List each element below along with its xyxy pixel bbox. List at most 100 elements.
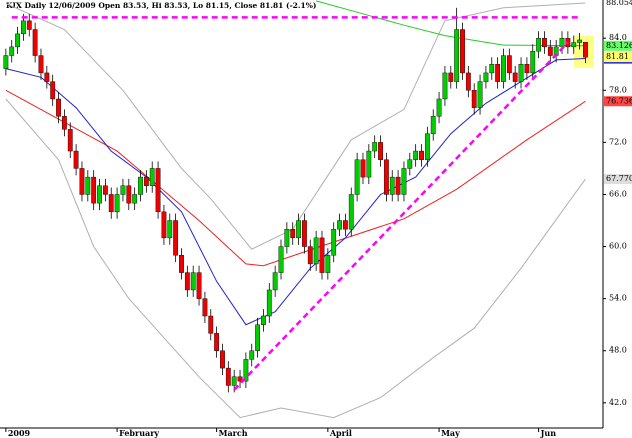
x-tick-label: March	[219, 428, 248, 438]
candle-body	[214, 333, 220, 351]
candle-body	[255, 324, 260, 351]
candle-body	[518, 64, 524, 82]
candle-body	[477, 81, 483, 108]
candle-body	[290, 228, 296, 239]
candle-body	[184, 272, 190, 291]
candle-body	[50, 81, 56, 100]
y-tick-label: 72.0	[609, 137, 627, 146]
candle-body	[483, 72, 489, 82]
candle-body	[407, 159, 413, 169]
candle-body	[401, 168, 407, 195]
indicator-line	[315, 0, 586, 47]
candle-body	[196, 272, 202, 299]
candle-body	[85, 176, 91, 195]
candle-body	[442, 72, 448, 100]
candle-body	[489, 64, 495, 74]
candle-body	[126, 185, 132, 204]
candle-body	[354, 159, 360, 195]
candle-body	[448, 72, 454, 82]
candle-body	[547, 46, 553, 56]
candle-body	[79, 168, 85, 195]
candle-body	[524, 64, 530, 74]
price-tag: 67.7709	[606, 174, 632, 183]
indicator-line	[5, 98, 586, 419]
candle-body	[15, 33, 20, 48]
candle-body	[249, 350, 255, 360]
candle-body	[272, 272, 278, 291]
candle-body	[237, 376, 243, 382]
y-tick-label: 42.0	[609, 398, 627, 407]
x-tick-label: May	[441, 428, 460, 438]
candle-body	[501, 55, 506, 82]
candle-body	[506, 55, 512, 74]
y-tick-label: 54.0	[609, 294, 627, 303]
price-tag: 83.1263	[606, 41, 632, 50]
candle-body	[102, 185, 108, 195]
candle-body	[179, 255, 184, 273]
candle-body	[571, 42, 577, 48]
candle-body	[419, 150, 424, 160]
price-tag: 88.0541	[606, 0, 632, 7]
x-tick-label: April	[329, 428, 352, 438]
candle-body	[460, 29, 465, 74]
candle-body	[261, 315, 266, 325]
candle-body	[307, 246, 313, 265]
candle-body	[202, 298, 208, 317]
candle-body	[337, 220, 342, 230]
candle-body	[38, 55, 44, 74]
price-tag-bg	[604, 0, 632, 9]
candle-body	[536, 37, 542, 52]
trendline	[233, 41, 569, 391]
candle-body	[512, 72, 518, 82]
candle-body	[9, 46, 15, 56]
candle-body	[266, 289, 272, 317]
candle-body	[44, 72, 50, 82]
price-tag-bg	[604, 174, 632, 185]
y-tick-label: 48.0	[609, 346, 627, 355]
candle-body	[225, 367, 231, 386]
candle-body	[149, 168, 155, 186]
candle-body	[143, 176, 149, 186]
candle-body	[348, 194, 354, 230]
candle-body	[56, 98, 61, 117]
candle-body	[313, 237, 319, 265]
candle-body	[530, 51, 536, 74]
candle-body	[413, 150, 419, 160]
y-tick-label: 60.0	[609, 242, 627, 251]
price-tag: 81.81	[606, 52, 629, 61]
candle-body	[542, 37, 547, 48]
candle-body	[97, 185, 102, 204]
price-tag-bg	[604, 52, 632, 63]
candle-body	[559, 37, 565, 48]
candle-body	[343, 220, 348, 230]
candle-body	[91, 176, 97, 204]
candle-body	[454, 29, 460, 82]
candle-body	[465, 72, 471, 91]
candle-body	[120, 185, 126, 195]
candle-body	[360, 159, 366, 178]
candle-body	[495, 64, 501, 82]
price-tag-bg	[604, 96, 632, 107]
indicator-line	[5, 58, 586, 326]
chart-title: KIX Daily 12/06/2009 Open 83.53, Hi 83.5…	[6, 1, 316, 10]
candle-body	[21, 20, 26, 35]
candle-body	[132, 194, 138, 204]
price-tag-bg	[604, 40, 632, 51]
x-tick-label: 2009	[8, 428, 31, 438]
candle-body	[26, 20, 32, 30]
candle-body	[108, 194, 114, 213]
candle-body	[161, 211, 167, 239]
candle-body	[231, 376, 237, 386]
candle-body	[173, 220, 179, 256]
candle-body	[302, 220, 307, 247]
candle-body	[167, 220, 173, 239]
candle-body	[319, 237, 325, 273]
candle-body	[395, 176, 401, 195]
candle-body	[61, 116, 67, 130]
candle-body	[220, 350, 225, 369]
candle-body	[114, 194, 120, 213]
candle-body	[73, 150, 79, 169]
candle-body	[138, 176, 143, 195]
